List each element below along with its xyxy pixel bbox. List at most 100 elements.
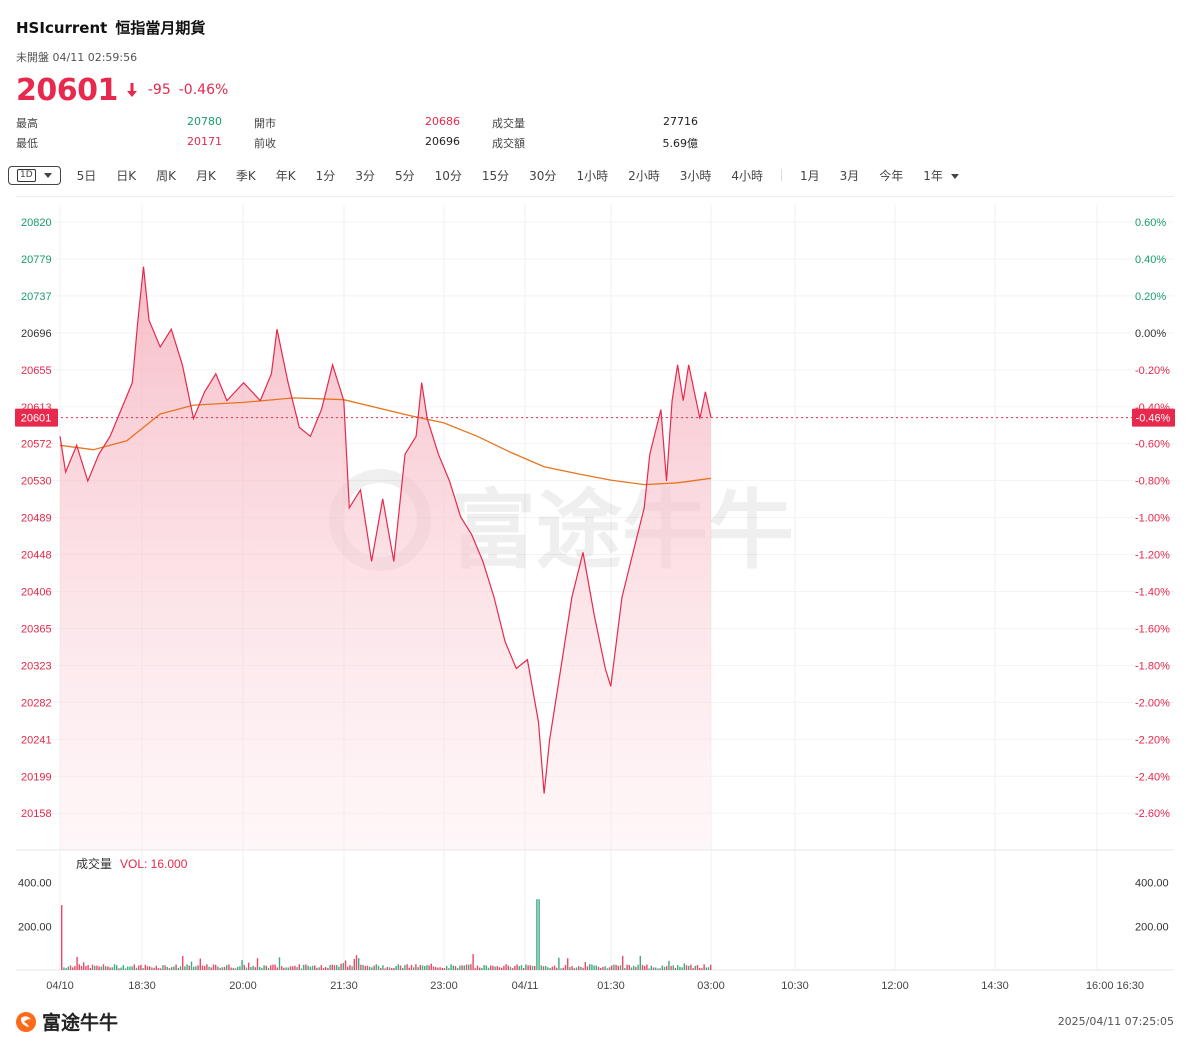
volume-bar (303, 964, 305, 970)
volume-bar (120, 967, 122, 970)
volume-tick-right: 400.00 (1135, 878, 1169, 890)
brand-name: 富途牛牛 (42, 1012, 119, 1034)
volume-bar (542, 966, 545, 970)
tab-30min[interactable]: 30分 (529, 168, 557, 183)
volume-bar (78, 964, 80, 970)
tab-monthly-k[interactable]: 月K (196, 168, 216, 183)
tab-3hour[interactable]: 3小時 (679, 168, 712, 183)
volume-bar (659, 968, 661, 970)
time-tick-label: 18:30 (128, 980, 156, 992)
tab-quarterly-k[interactable]: 季K (235, 168, 256, 183)
price-tick-label: 20696 (21, 328, 52, 340)
volume-bar (67, 966, 69, 970)
intraday-chart[interactable]: 富途牛牛 20820207792073720696206552061320572… (0, 0, 1190, 1000)
tab-1month[interactable]: 1月 (800, 168, 820, 183)
volume-bar (683, 963, 685, 970)
volume-bar (531, 965, 534, 970)
tab-ytd[interactable]: 今年 (879, 168, 904, 183)
volume-bar (589, 964, 591, 970)
tab-weekly-k[interactable]: 周K (156, 168, 177, 183)
tab-3month[interactable]: 3月 (839, 168, 860, 183)
volume-bar (498, 967, 501, 970)
volume-bar (305, 964, 307, 970)
volume-bar (386, 967, 388, 970)
tab-15min[interactable]: 15分 (481, 168, 510, 183)
volume-bar (347, 966, 349, 970)
volume-bar (393, 968, 395, 970)
volume-bar (564, 965, 567, 970)
volume-bar (116, 965, 118, 970)
tab-1min[interactable]: 1分 (315, 168, 336, 183)
volume-bar (688, 965, 690, 970)
volume-bar (254, 967, 256, 970)
volume-bar (223, 967, 226, 970)
tab-2hour[interactable]: 2小時 (628, 168, 660, 183)
pct-tick-label: -1.60% (1135, 623, 1170, 635)
tab-daily-k[interactable]: 日K (116, 168, 137, 183)
volume-bar (432, 966, 435, 970)
volume-bar (72, 967, 74, 970)
volume-bar (474, 968, 476, 970)
tab-10min[interactable]: 10分 (434, 168, 462, 183)
pct-tick-label: -0.80% (1135, 476, 1170, 488)
volume-bar (679, 966, 681, 970)
volume-bar (483, 965, 485, 970)
tab-5d[interactable]: 5日 (76, 168, 97, 183)
tab-4hour[interactable]: 4小時 (731, 168, 763, 183)
tab-1hour[interactable]: 1小時 (576, 168, 609, 183)
volume-bar (402, 967, 404, 970)
volume-bar (173, 966, 175, 970)
volume-bar (441, 968, 443, 970)
volume-bar (111, 967, 113, 970)
pct-tick-label: -2.60% (1135, 808, 1170, 820)
time-tick-label: 04/10 (46, 980, 74, 992)
current-pct-tag (1132, 408, 1175, 427)
chevron-down-icon (950, 173, 959, 179)
tab-1year[interactable]: 1年 (913, 167, 969, 184)
volume-bar (523, 968, 525, 970)
pct-tick-label: 0.00% (1135, 328, 1166, 340)
volume-bar (186, 964, 188, 970)
volume-bar (481, 967, 483, 970)
volume-bar (703, 964, 705, 970)
volume-bar (677, 965, 679, 970)
tab-1d[interactable]: 1D (8, 165, 61, 185)
volume-bar (602, 966, 604, 970)
volume-bar (626, 964, 628, 970)
pct-axis-right: 0.60%0.40%0.20%0.00%-0.20%-0.40%-0.60%-0… (1135, 217, 1170, 820)
time-tick-label: 20:00 (229, 980, 257, 992)
volume-bar (591, 964, 593, 970)
volume-bar (91, 964, 94, 970)
average-price-line (59, 397, 712, 486)
volume-bar (208, 966, 210, 970)
volume-bar (160, 968, 162, 970)
volume-bar (360, 964, 362, 970)
tab-divider (781, 169, 782, 181)
volume-bar (113, 964, 116, 970)
volume-bar (408, 967, 410, 970)
tab-5min[interactable]: 5分 (394, 168, 415, 183)
volume-bar (142, 968, 144, 970)
volume-bar (415, 964, 417, 970)
tab-3min[interactable]: 3分 (355, 168, 375, 183)
volume-bar (430, 963, 432, 970)
price-change-pct: -0.46% (178, 82, 229, 98)
volume-bar (369, 966, 371, 970)
volume-bar (155, 965, 157, 970)
current-price-tag-text: 20601 (21, 413, 52, 425)
volume-bar (144, 964, 146, 970)
volume-bar (151, 967, 153, 970)
prev-close-label: 前收 (254, 137, 276, 150)
volume-bar (340, 963, 342, 970)
volume-bar (619, 965, 622, 970)
volume-bars (61, 899, 712, 970)
volume-bar (516, 964, 518, 970)
volume-bar (657, 968, 659, 970)
symbol-code: HSIcurrent (16, 19, 108, 37)
volume-bar (707, 967, 710, 970)
volume-bar (525, 964, 527, 970)
volume-bar (604, 966, 606, 970)
volume-tick-left: 400.00 (18, 878, 52, 890)
tab-yearly-k[interactable]: 年K (275, 168, 296, 183)
price-tick-label: 20737 (21, 291, 52, 303)
